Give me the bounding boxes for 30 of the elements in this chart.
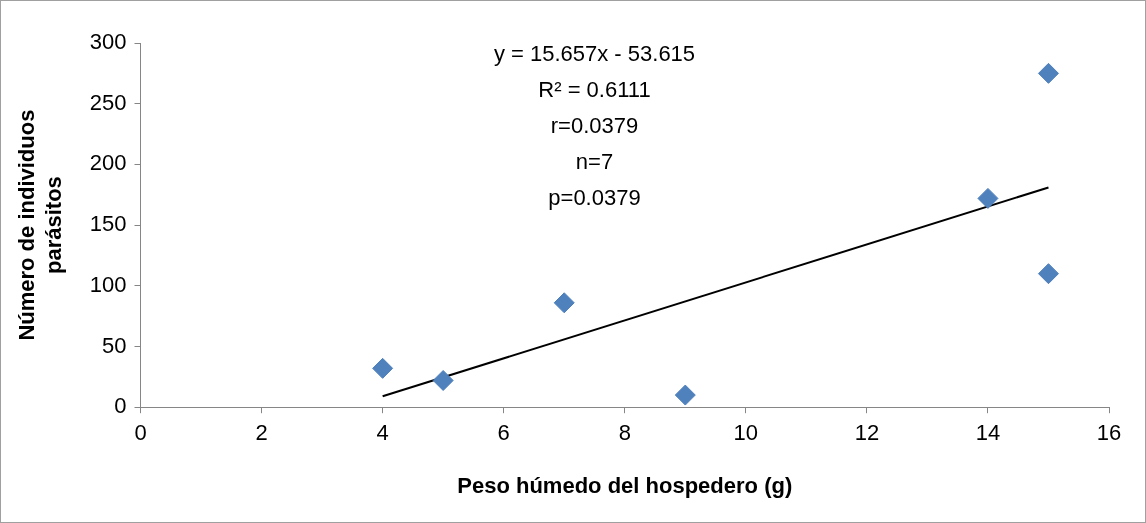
x-tick-label: 2 xyxy=(255,420,268,446)
annotation: p=0.0379 xyxy=(548,185,641,211)
y-tick-label: 200 xyxy=(89,150,127,176)
point xyxy=(432,369,454,391)
y-tick-label: 0 xyxy=(114,393,127,419)
y-tick-label: 100 xyxy=(89,271,127,297)
x-axis-title: Peso húmedo del hospedero (g) xyxy=(457,472,793,498)
x-tick-label: 12 xyxy=(854,420,880,446)
y-tick-label: 250 xyxy=(89,89,127,115)
x-tick-label: 16 xyxy=(1096,420,1122,446)
y-tick-label: 150 xyxy=(89,211,127,237)
annotation: R² = 0.6111 xyxy=(538,77,651,103)
y-tick-label: 300 xyxy=(89,29,127,55)
x-tick-label: 0 xyxy=(134,420,147,446)
point xyxy=(1037,263,1059,285)
x-tick-label: 10 xyxy=(733,420,759,446)
x-tick-label: 14 xyxy=(975,420,1001,446)
y-axis-title: Número de individuos parásitos xyxy=(14,109,66,341)
x-tick-label: 8 xyxy=(618,420,631,446)
point xyxy=(553,292,575,314)
point xyxy=(1037,62,1059,84)
point xyxy=(977,187,999,209)
y-tick-label: 50 xyxy=(102,332,127,358)
annotation: n=7 xyxy=(575,149,614,175)
point xyxy=(674,384,696,406)
point xyxy=(372,357,394,379)
annotation: r=0.0379 xyxy=(550,113,639,139)
annotation: y = 15.657x - 53.615 xyxy=(493,41,696,67)
x-tick-label: 6 xyxy=(497,420,510,446)
x-tick-label: 4 xyxy=(376,420,389,446)
